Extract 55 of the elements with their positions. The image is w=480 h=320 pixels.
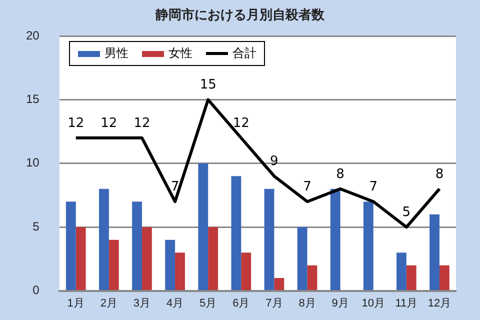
bar xyxy=(439,265,450,290)
bar xyxy=(142,227,152,290)
data-label: 7 xyxy=(369,179,378,194)
x-tick-label: 9月 xyxy=(332,297,349,310)
bar xyxy=(330,188,340,290)
legend-label: 合計 xyxy=(232,45,256,62)
x-tick-label: 4月 xyxy=(166,297,184,310)
data-label: 8 xyxy=(336,166,344,182)
bar xyxy=(198,163,208,290)
bar xyxy=(297,227,308,290)
x-tick-label: 11月 xyxy=(395,297,418,310)
bar xyxy=(406,265,416,290)
bar xyxy=(274,278,284,290)
data-label: 5 xyxy=(402,204,411,220)
data-label: 12 xyxy=(100,116,118,131)
bar xyxy=(76,227,86,290)
x-tick-label: 2月 xyxy=(100,297,118,310)
legend-label: 女性 xyxy=(168,45,192,62)
bar xyxy=(208,227,218,290)
bar xyxy=(231,176,242,290)
x-tick-label: 6月 xyxy=(232,297,250,310)
bar xyxy=(108,240,119,290)
x-tick-label: 8月 xyxy=(298,297,316,310)
bar xyxy=(264,188,274,290)
data-label: 12 xyxy=(68,116,84,131)
data-label: 7 xyxy=(303,179,312,194)
x-tick-label: 1月 xyxy=(67,297,84,310)
y-tick-label: 0 xyxy=(32,283,40,298)
y-tick-label: 10 xyxy=(26,156,40,170)
bar xyxy=(396,252,406,290)
x-tick-label: 12月 xyxy=(428,297,452,310)
y-tick-label: 5 xyxy=(32,219,40,234)
x-tick-label: 10月 xyxy=(362,297,385,310)
bar xyxy=(66,202,76,290)
bar xyxy=(165,240,176,290)
bar xyxy=(175,252,185,290)
data-label: 7 xyxy=(170,179,180,194)
data-label: 12 xyxy=(134,116,150,131)
x-tick-label: 7月 xyxy=(266,297,283,310)
data-label: 15 xyxy=(200,78,216,93)
legend-label: 男性 xyxy=(104,45,128,62)
y-tick-label: 20 xyxy=(26,28,40,42)
x-tick-label: 3月 xyxy=(133,297,151,310)
bar xyxy=(430,214,440,290)
bar xyxy=(307,265,318,290)
data-label: 8 xyxy=(435,166,444,182)
data-label: 9 xyxy=(270,154,278,170)
data-label: 12 xyxy=(232,116,250,131)
bar xyxy=(132,202,142,290)
x-tick-label: 5月 xyxy=(200,297,217,310)
bar xyxy=(241,252,252,290)
chart-title: 静岡市における月別自殺者数 xyxy=(154,6,326,24)
y-tick-label: 15 xyxy=(26,92,40,106)
bar xyxy=(363,202,374,290)
bar xyxy=(99,188,109,290)
